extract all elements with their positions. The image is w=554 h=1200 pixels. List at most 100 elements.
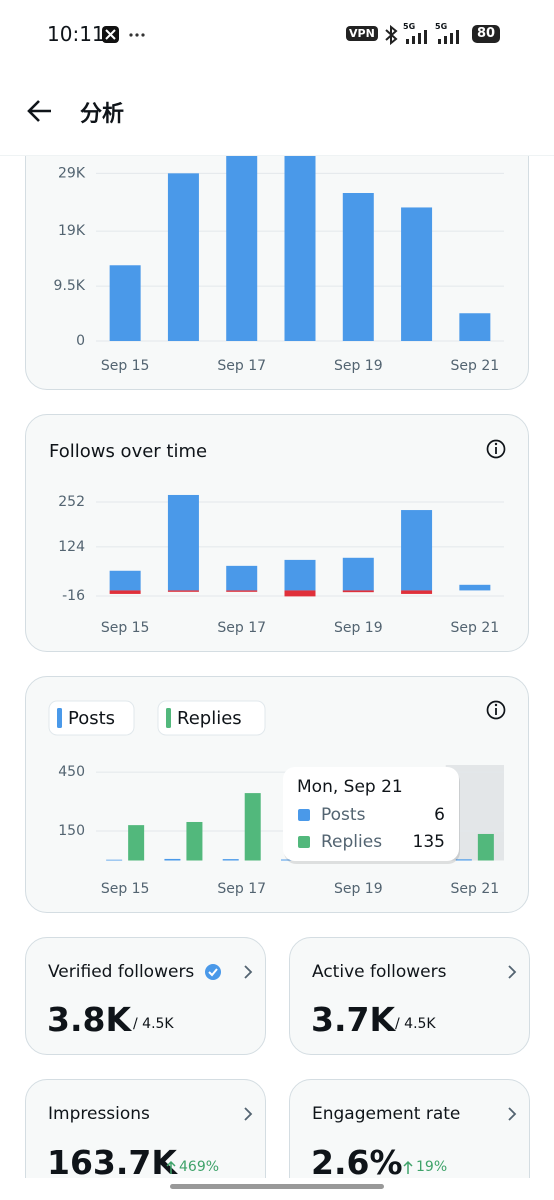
y-tick-label: 150 — [58, 823, 85, 839]
bar — [226, 590, 258, 592]
stat-value: 2.6% — [311, 1143, 403, 1182]
bar — [477, 833, 494, 861]
bluetooth-icon — [385, 24, 398, 46]
back-button[interactable] — [26, 98, 54, 124]
bar — [342, 557, 374, 591]
stat-value: 3.7K — [311, 1000, 396, 1039]
status-bar: 10:11 VPN 5G 5G 80 — [0, 0, 554, 70]
card-icons — [205, 964, 253, 980]
y-tick-label: -16 — [62, 588, 85, 604]
stat-title: Impressions — [48, 1104, 150, 1124]
x-tick-label: Sep 17 — [217, 620, 266, 636]
stat-change: 469% — [179, 1159, 220, 1175]
tooltip-title: Mon, Sep 21 — [297, 777, 403, 797]
bar — [401, 207, 433, 341]
home-indicator[interactable] — [170, 1184, 384, 1189]
y-tick-label: 19K — [58, 223, 86, 239]
tooltip-label: Posts — [321, 805, 366, 825]
tooltip — [283, 767, 459, 861]
y-tick-label: 29K — [58, 165, 86, 181]
clock: 10:11 — [47, 22, 105, 46]
up-arrow — [166, 1160, 176, 1174]
follows-chart-card: Follows over time -16 124 252 Sep 15 Sep 17 S… — [25, 414, 529, 652]
bar — [167, 590, 199, 592]
bar — [459, 313, 491, 341]
bar — [281, 859, 297, 861]
stat-title: Engagement rate — [312, 1104, 461, 1124]
stat-title: Verified followers — [48, 962, 195, 982]
header: 分析 — [0, 70, 554, 156]
bar — [222, 859, 239, 861]
bar — [401, 590, 433, 594]
signal-icon — [406, 30, 427, 44]
tooltip-swatch — [298, 836, 310, 848]
legend-swatch — [57, 708, 62, 728]
posts-chart-card: 150 450 Sep 15 Sep 17 Sep 19 Sep 21 Posts Repli… — [25, 676, 529, 913]
stat-value: 163.7K — [47, 1143, 177, 1182]
stat-total: / 4.5K — [395, 1016, 436, 1032]
stat-card[interactable]: Active followers 3.7K / 4.5K — [289, 937, 530, 1055]
chart-title: Follows over time — [49, 441, 207, 462]
legend-swatch — [166, 708, 171, 728]
tooltip-swatch — [298, 809, 310, 821]
bar — [284, 590, 316, 597]
chart: 150 450 Sep 15 Sep 17 Sep 19 Sep 21 Posts Repli… — [48, 700, 506, 897]
x-tick-label: Sep 17 — [217, 881, 266, 897]
tooltip-label: Replies — [321, 832, 382, 852]
stat-total: / 4.5K — [133, 1016, 174, 1032]
signal-label: 5G — [435, 22, 448, 31]
bar — [284, 559, 316, 591]
nav-bar — [0, 1178, 554, 1200]
status-icons — [102, 26, 145, 43]
y-tick-label: 9.5K — [54, 278, 86, 294]
legend-chip[interactable] — [48, 700, 135, 736]
chart: 0 9.5K 19K 29K Sep 15 Sep 17 Sep 19 Sep 21 — [54, 144, 504, 374]
y-tick-label: 0 — [76, 333, 85, 349]
bar — [284, 144, 316, 341]
stat-title: Active followers — [312, 962, 447, 982]
bar — [459, 584, 491, 591]
legend-label: Posts — [68, 708, 115, 729]
battery: 80 — [472, 25, 500, 43]
chevron — [508, 965, 517, 979]
legend-label: Replies — [177, 708, 242, 729]
x-tick-label: Sep 19 — [334, 881, 383, 897]
x-tick-label: Sep 21 — [451, 358, 500, 374]
signal-icon — [438, 30, 459, 44]
bar — [342, 590, 374, 593]
y-tick-label: 450 — [58, 764, 85, 780]
x-tick-label: Sep 19 — [334, 620, 383, 636]
y-tick-label: 252 — [58, 494, 85, 510]
legend-chip[interactable] — [157, 700, 266, 736]
stat-card[interactable]: Verified followers 3.8K / 4.5K — [25, 937, 266, 1055]
bar — [109, 590, 141, 594]
bar — [164, 858, 181, 861]
bar — [401, 510, 433, 591]
info-icon[interactable] — [486, 439, 506, 459]
x-tick-label: Sep 15 — [101, 620, 150, 636]
bar — [128, 825, 145, 861]
bar — [342, 193, 374, 341]
x-tick-label: Sep 17 — [217, 358, 266, 374]
bar — [109, 570, 141, 591]
up-arrow — [403, 1160, 413, 1174]
chart: Follows over time -16 124 252 Sep 15 Sep 17 S… — [49, 439, 506, 636]
signal-label: 5G — [403, 22, 416, 31]
bar — [455, 859, 472, 861]
stat-change: 19% — [416, 1159, 448, 1175]
stat-value: 3.8K — [47, 1000, 132, 1039]
chevron — [508, 1107, 517, 1121]
info-icon[interactable] — [486, 700, 506, 720]
bar — [167, 173, 199, 341]
page-title: 分析 — [80, 102, 125, 127]
bar — [186, 821, 203, 861]
x-tick-label: Sep 21 — [451, 620, 500, 636]
y-tick-label: 124 — [58, 539, 85, 555]
tooltip-value: 135 — [413, 832, 445, 852]
bar — [109, 265, 141, 341]
bar — [106, 859, 123, 861]
x-tick-label: Sep 15 — [101, 358, 150, 374]
x-tick-label: Sep 15 — [101, 881, 150, 897]
bar — [226, 144, 258, 341]
